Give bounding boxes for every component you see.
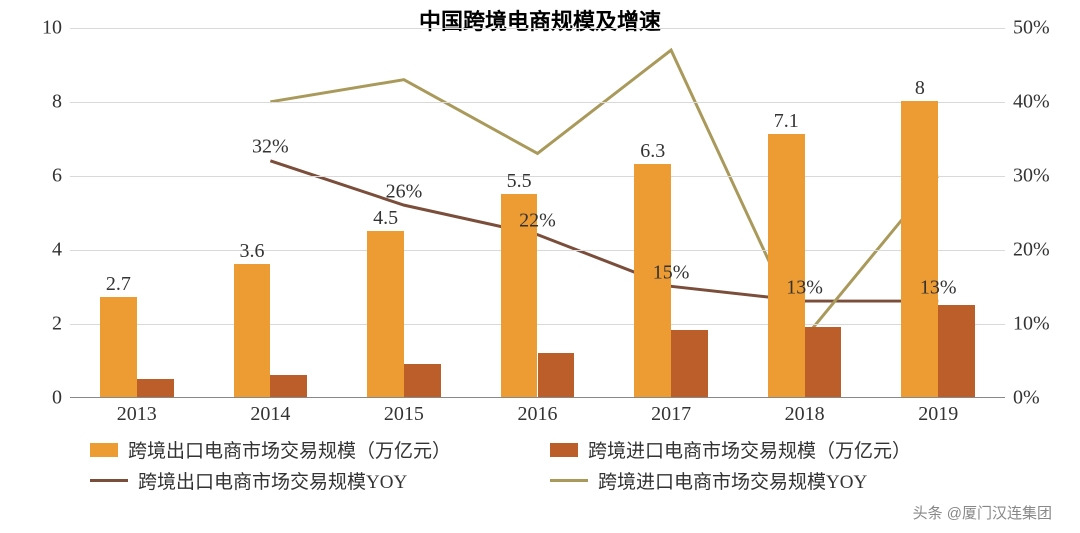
bar-label: 8 [915,77,925,100]
legend-label: 跨境出口电商市场交易规模YOY [138,467,407,494]
line-label: 22% [519,210,556,233]
x-tick: 2018 [785,397,825,426]
y-left-tick: 8 [52,91,70,114]
legend-label: 跨境进口电商市场交易规模YOY [598,467,867,494]
bar [367,231,404,398]
bar [671,330,708,397]
y-right-tick: 50% [1005,17,1050,40]
x-tick: 2017 [651,397,691,426]
bar [404,364,441,397]
legend-swatch-box [550,443,578,457]
gridline [70,324,1005,325]
bar [234,264,271,397]
x-tick: 2016 [518,397,558,426]
line-label: 15% [653,262,690,285]
x-tick: 2019 [918,397,958,426]
legend-swatch-box [90,443,118,457]
legend-item: 跨境出口电商市场交易规模（万亿元） [90,436,550,463]
bar [805,327,842,397]
bar [901,101,938,397]
bar [137,379,174,398]
gridline [70,250,1005,251]
bar [768,134,805,397]
y-left-tick: 10 [42,17,70,40]
legend-item: 跨境进口电商市场交易规模（万亿元） [550,436,1010,463]
bar [938,305,975,398]
gridline [70,102,1005,103]
x-tick: 2013 [117,397,157,426]
legend-label: 跨境出口电商市场交易规模（万亿元） [128,436,451,463]
line-label: 13% [786,276,823,299]
line-label: 13% [920,276,957,299]
bar-label: 6.3 [640,140,665,163]
legend-swatch-line [550,479,588,482]
bar-label: 7.1 [774,110,799,133]
bar [270,375,307,397]
x-tick: 2014 [250,397,290,426]
legend-label: 跨境进口电商市场交易规模（万亿元） [588,436,911,463]
legend-item: 跨境出口电商市场交易规模YOY [90,467,550,494]
y-left-tick: 2 [52,313,70,336]
line-label: 26% [386,180,423,203]
watermark: 头条 @厦门汉连集团 [905,500,1060,525]
bar [538,353,575,397]
chart-container: 中国跨境电商规模及增速 02468100%10%20%30%40%50%2013… [0,0,1080,533]
y-left-tick: 0 [52,387,70,410]
line-label: 32% [252,136,289,159]
y-right-tick: 10% [1005,313,1050,336]
y-left-tick: 4 [52,239,70,262]
bar [100,297,137,397]
x-tick: 2015 [384,397,424,426]
bar-label: 2.7 [106,273,131,296]
gridline [70,28,1005,29]
gridline [70,176,1005,177]
legend-swatch-line [90,479,128,482]
legend-item: 跨境进口电商市场交易规模YOY [550,467,1010,494]
plot-area: 02468100%10%20%30%40%50%2013201420152016… [70,28,1005,398]
y-right-tick: 20% [1005,239,1050,262]
y-right-tick: 40% [1005,91,1050,114]
y-left-tick: 6 [52,165,70,188]
bar-label: 4.5 [373,207,398,230]
legend: 跨境出口电商市场交易规模（万亿元） 跨境进口电商市场交易规模（万亿元） 跨境出口电商… [0,436,1080,498]
y-right-tick: 0% [1005,387,1040,410]
y-right-tick: 30% [1005,165,1050,188]
bar-label: 3.6 [239,240,264,263]
bar-label: 5.5 [507,170,532,193]
